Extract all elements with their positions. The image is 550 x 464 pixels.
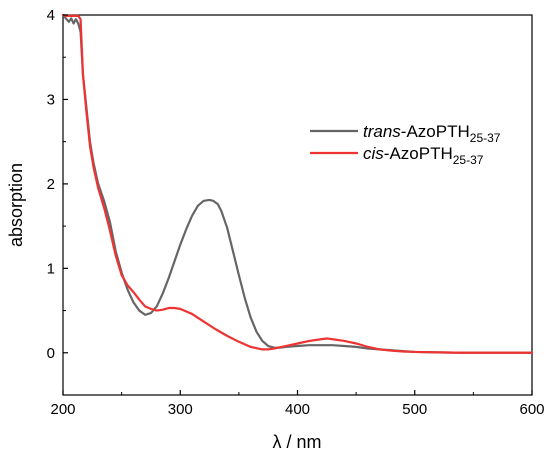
series-line-cis	[61, 13, 534, 354]
x-tick-label: 300	[168, 401, 193, 418]
y-tick-label: 3	[47, 91, 55, 108]
legend-label-cis: cis-AzoPTH25-37	[363, 144, 484, 167]
legend-label-trans: trans-AzoPTH25-37	[363, 122, 501, 145]
y-tick-label: 0	[47, 345, 55, 362]
x-tick-label: 600	[519, 401, 544, 418]
y-tick-label: 1	[47, 260, 55, 277]
series-layer	[61, 13, 534, 354]
y-tick-label: 2	[47, 176, 55, 193]
y-tick-label: 4	[47, 7, 55, 24]
series-line-trans	[61, 13, 534, 354]
x-axis-title: λ / nm	[272, 432, 321, 452]
x-tick-label: 500	[402, 401, 427, 418]
x-tick-label: 200	[50, 401, 75, 418]
plot-frame	[62, 14, 533, 396]
x-tick-label: 400	[285, 401, 310, 418]
tick-layer: 200 300 400 500 600 0 1 2 3 4	[47, 7, 545, 418]
y-axis-title: absorption	[6, 163, 26, 247]
